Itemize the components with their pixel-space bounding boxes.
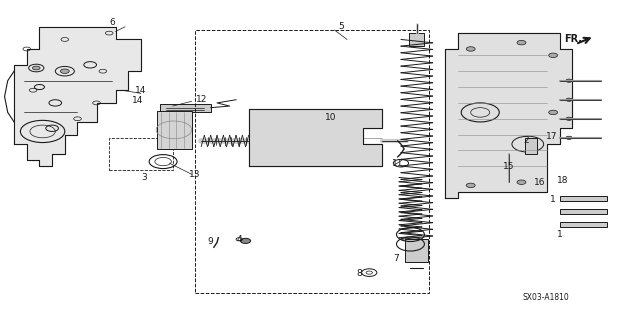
- Circle shape: [517, 180, 526, 184]
- Text: 13: 13: [189, 170, 201, 179]
- Circle shape: [548, 110, 557, 115]
- Circle shape: [241, 238, 250, 244]
- Text: 4: 4: [236, 236, 242, 244]
- Bar: [409, 33, 424, 46]
- Circle shape: [566, 117, 572, 120]
- Text: 14: 14: [135, 86, 147, 95]
- Polygon shape: [248, 109, 382, 166]
- Bar: [559, 196, 607, 201]
- Circle shape: [339, 113, 355, 121]
- Bar: [405, 239, 428, 261]
- Text: 8: 8: [357, 269, 362, 278]
- Text: 12: 12: [196, 95, 207, 104]
- Text: 1: 1: [557, 230, 562, 239]
- Text: 11: 11: [392, 159, 403, 168]
- Text: 16: 16: [533, 178, 545, 187]
- Bar: [559, 209, 607, 214]
- Circle shape: [61, 69, 69, 73]
- Circle shape: [466, 183, 475, 188]
- Text: 15: 15: [503, 163, 515, 172]
- Text: 6: 6: [110, 18, 115, 27]
- Circle shape: [32, 66, 40, 70]
- Bar: [109, 138, 173, 170]
- Bar: [195, 30, 429, 293]
- Text: 5: 5: [338, 22, 343, 31]
- Text: 7: 7: [393, 254, 399, 263]
- Text: 2: 2: [524, 136, 529, 146]
- Text: 9: 9: [208, 237, 213, 246]
- Circle shape: [343, 115, 351, 119]
- Text: 1: 1: [550, 195, 556, 204]
- Text: 14: 14: [132, 96, 143, 105]
- Bar: [525, 138, 537, 154]
- Polygon shape: [445, 33, 572, 198]
- Text: 18: 18: [557, 176, 568, 185]
- Polygon shape: [14, 27, 141, 166]
- Circle shape: [566, 98, 572, 101]
- Circle shape: [566, 79, 572, 82]
- Text: 3: 3: [141, 173, 147, 182]
- Text: FR.: FR.: [564, 35, 582, 44]
- Text: 10: 10: [326, 113, 337, 122]
- Text: SX03-A1810: SX03-A1810: [522, 293, 569, 302]
- Bar: [160, 105, 211, 112]
- Text: 17: 17: [546, 132, 557, 141]
- Bar: [157, 111, 192, 149]
- Circle shape: [466, 47, 475, 51]
- Circle shape: [517, 40, 526, 45]
- Bar: [559, 222, 607, 227]
- Circle shape: [548, 53, 557, 58]
- Circle shape: [566, 136, 572, 140]
